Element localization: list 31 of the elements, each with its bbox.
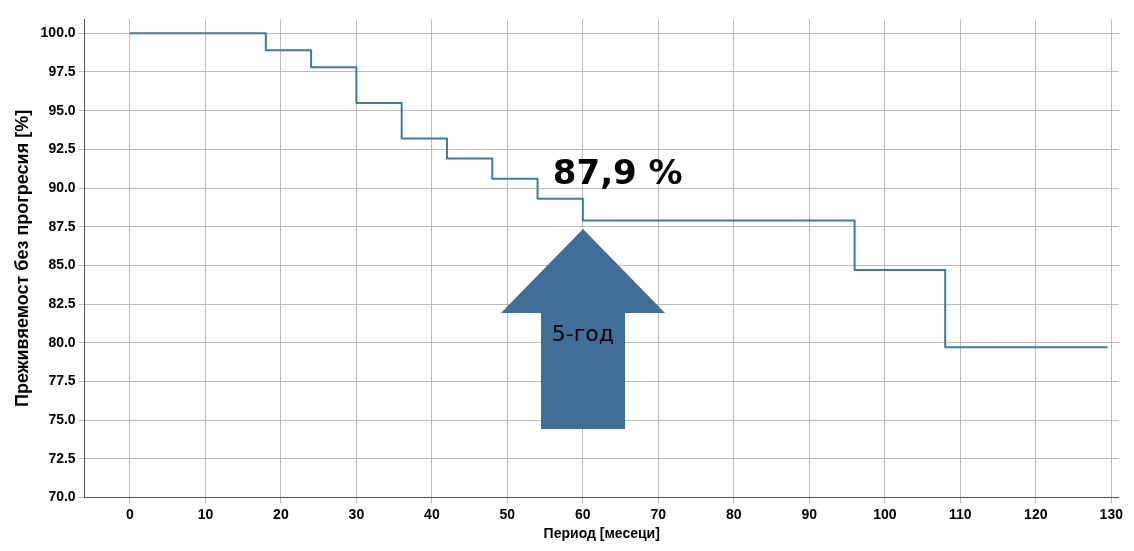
x-tick-label: 130 — [1099, 505, 1124, 522]
x-tick-label: 20 — [273, 505, 289, 522]
x-tick-label: 30 — [348, 505, 365, 522]
x-tick-label: 110 — [949, 505, 972, 522]
x-tick-label: 80 — [726, 505, 742, 522]
y-tick-label: 72.5 — [48, 449, 76, 466]
x-axis-title: Период [месеци] — [543, 525, 660, 542]
x-tick-label: 120 — [1024, 505, 1048, 522]
y-tick-label: 80.0 — [48, 333, 76, 350]
x-tick-label: 40 — [424, 505, 440, 522]
y-tick-label: 90.0 — [48, 178, 76, 195]
y-tick-label: 85.0 — [48, 256, 76, 273]
y-tick-label: 70.0 — [48, 488, 76, 505]
x-tick-label: 90 — [801, 505, 818, 522]
y-tick-label: 92.5 — [48, 140, 76, 157]
annotation: 87,9 % — [552, 152, 683, 193]
y-tick-label: 97.5 — [48, 62, 76, 79]
y-axis-title: Преживяемост без прогресия [%] — [11, 109, 32, 407]
y-tick-label: 82.5 — [48, 294, 76, 311]
y-tick-label: 95.0 — [48, 101, 76, 118]
x-tick-label: 0 — [126, 505, 135, 522]
x-tick-label: 50 — [499, 505, 516, 522]
y-tick-label: 87.5 — [48, 217, 76, 234]
x-tick-label: 70 — [650, 505, 667, 522]
y-tick-label: 100.0 — [40, 24, 76, 41]
y-tick-label: 77.5 — [48, 372, 76, 389]
x-tick-label: 10 — [197, 505, 214, 522]
annotation: 5-год — [550, 320, 615, 346]
x-tick-label: 100 — [873, 505, 897, 522]
y-tick-label: 75.0 — [48, 410, 76, 427]
x-tick-label: 60 — [575, 505, 591, 522]
